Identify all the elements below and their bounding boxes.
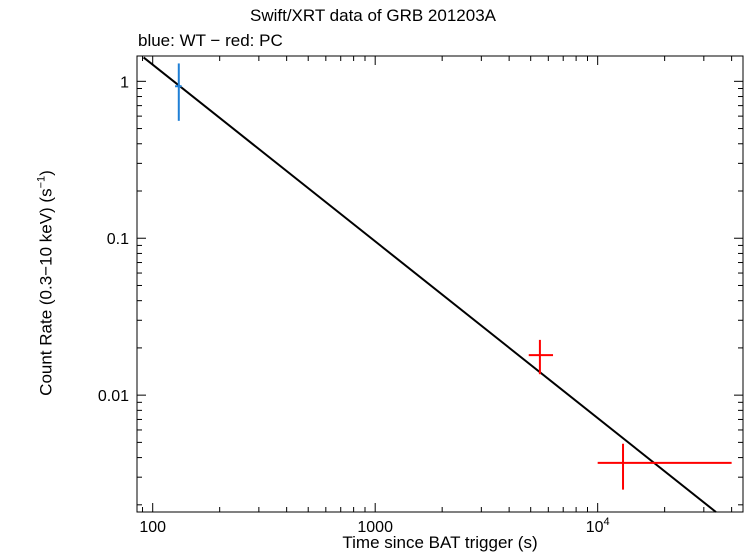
y-tick-label: 1 bbox=[120, 74, 129, 91]
data-point-wt bbox=[175, 63, 182, 121]
y-tick-label: 0.1 bbox=[107, 231, 129, 248]
data-point-pc bbox=[528, 339, 554, 375]
plot-frame bbox=[136, 55, 744, 513]
chart-subtitle: blue: WT − red: PC bbox=[138, 31, 283, 50]
fit-line bbox=[142, 56, 717, 513]
x-tick-label: 100 bbox=[139, 519, 166, 536]
data-points bbox=[175, 63, 732, 490]
y-axis-label: Count Rate (0.3−10 keV) (s−1) bbox=[35, 170, 56, 396]
data-point-pc bbox=[597, 443, 732, 490]
x-tick-label: 1000 bbox=[357, 519, 393, 536]
x-axis-label: Time since BAT trigger (s) bbox=[342, 533, 538, 552]
y-tick-label: 0.01 bbox=[98, 388, 129, 405]
fit-line-group bbox=[142, 56, 717, 513]
axis-ticks bbox=[137, 56, 743, 512]
chart-title: Swift/XRT data of GRB 201203A bbox=[249, 6, 496, 25]
